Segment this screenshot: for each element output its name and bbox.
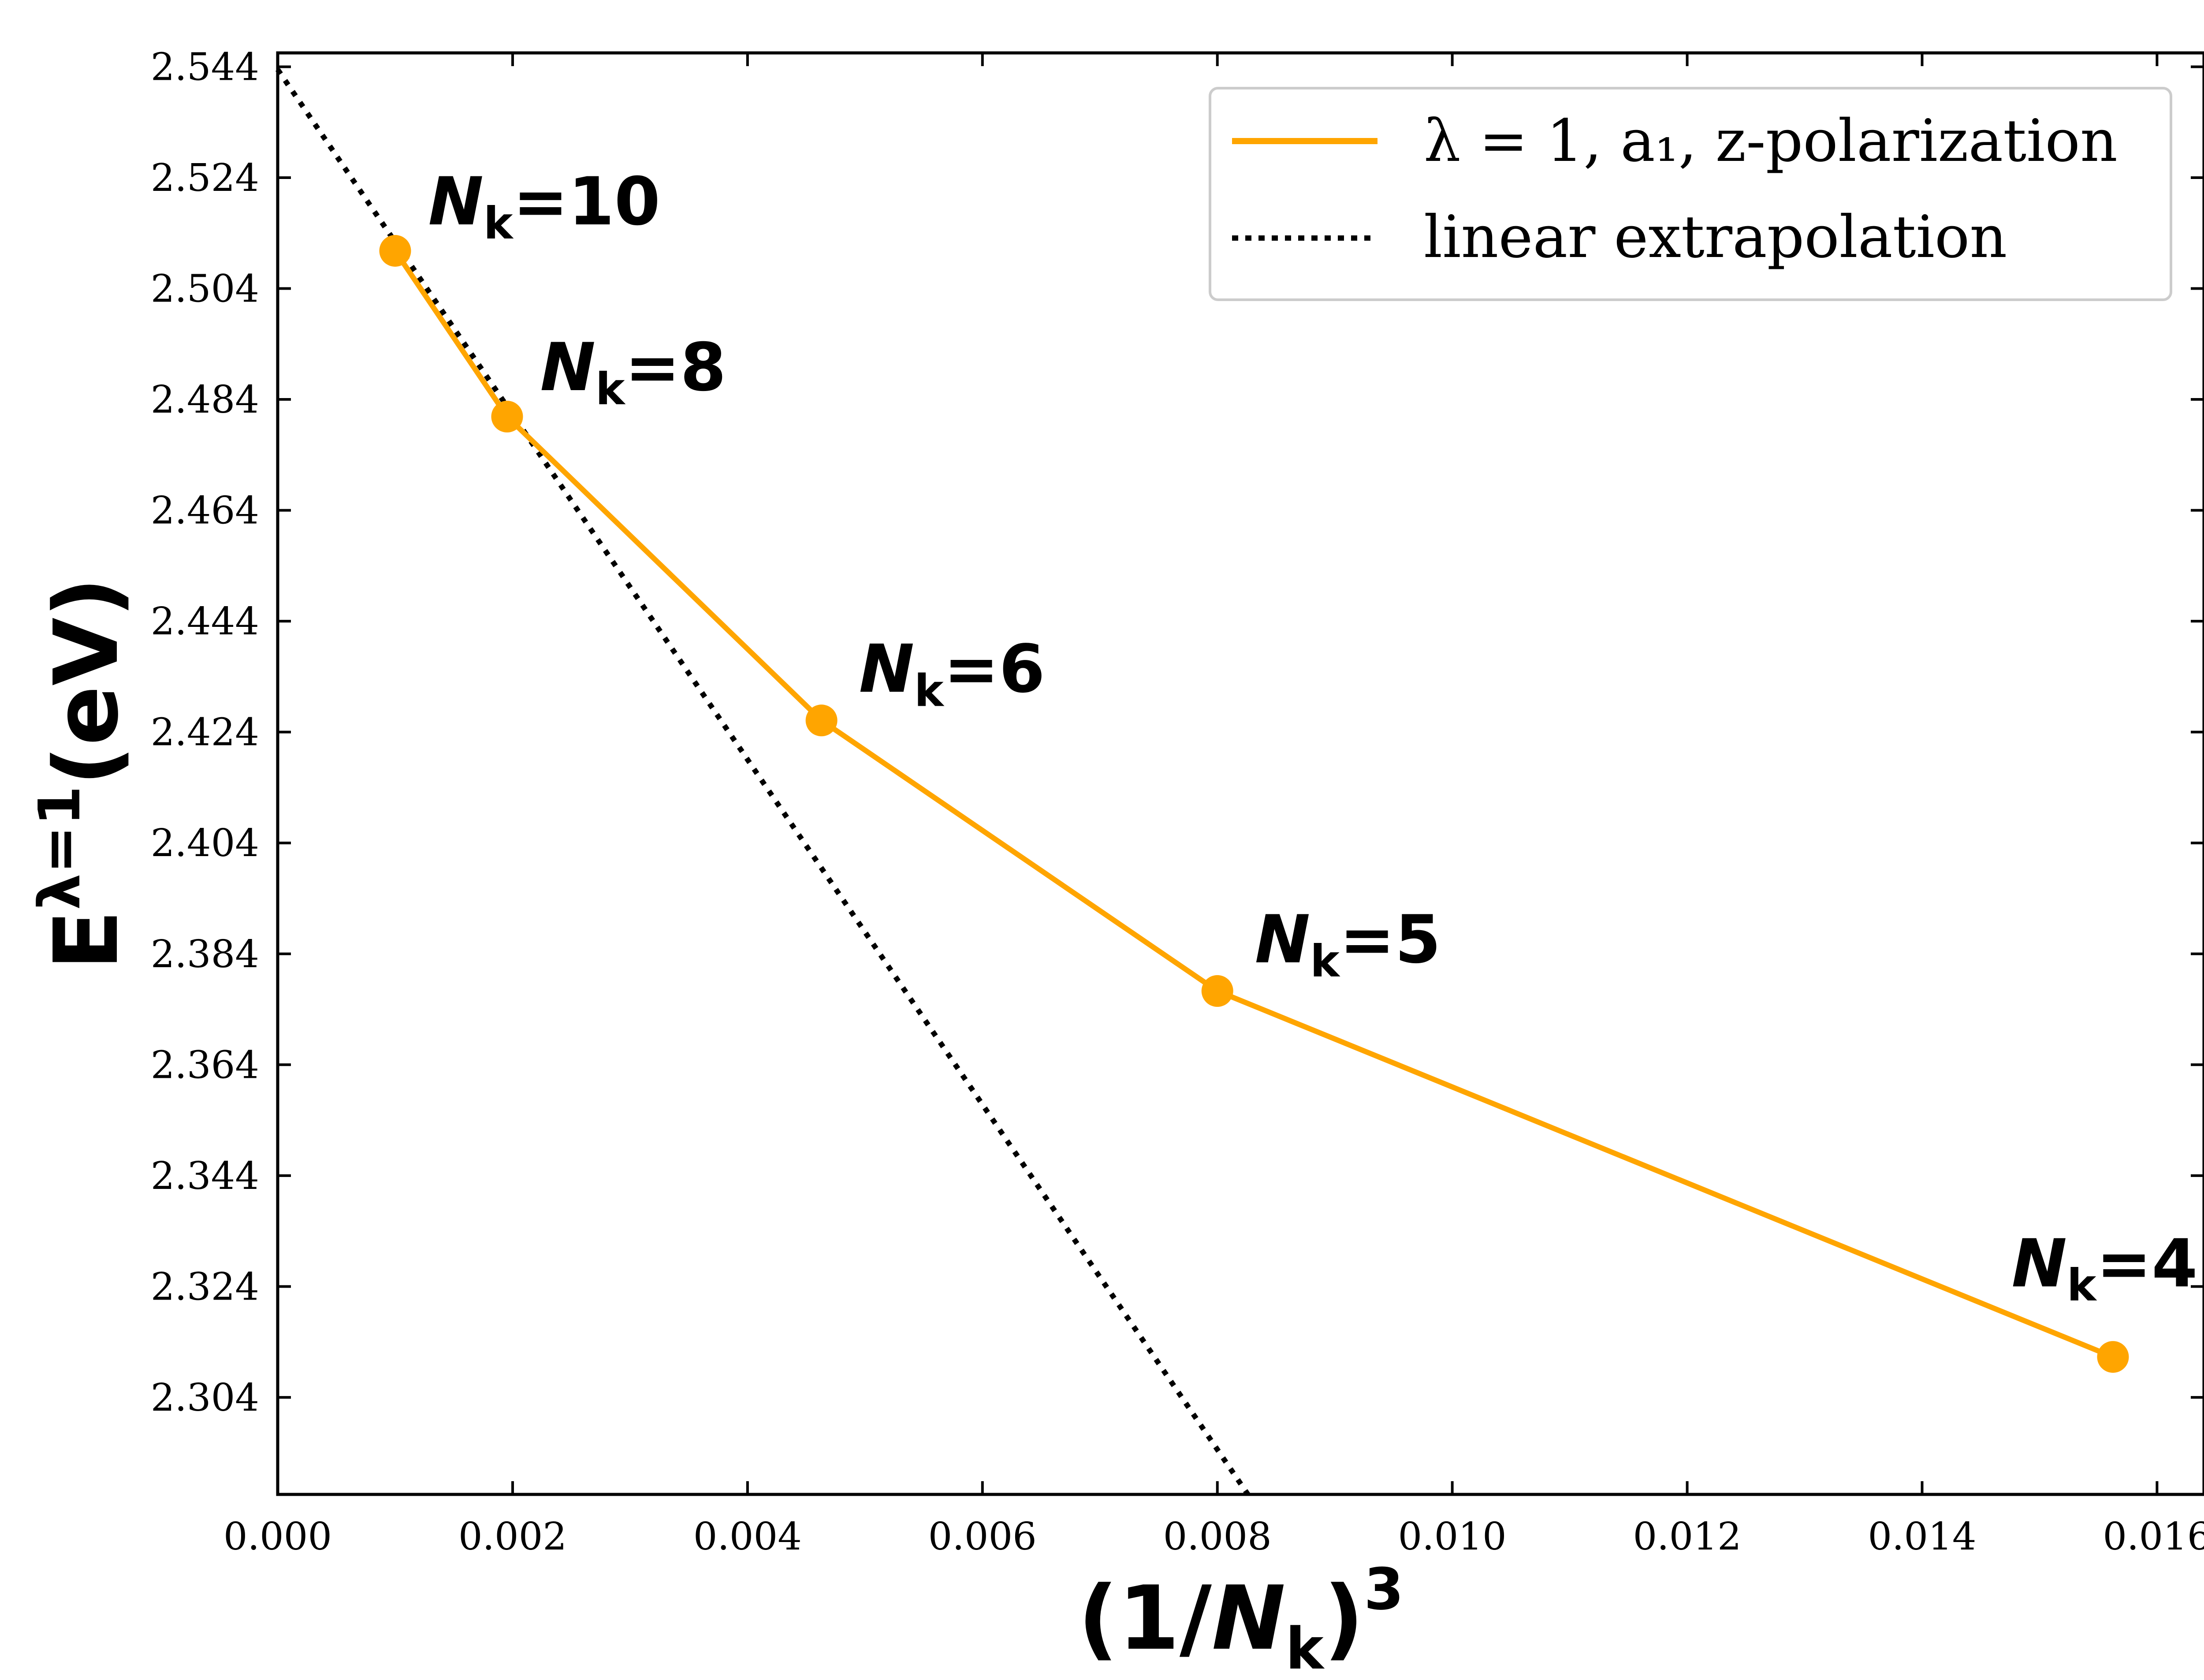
ticks-layer: 0.000 0.002 0.004 0.006 0.008 0.010 0.012 0.014… (151, 45, 2204, 1559)
legend-box (1209, 87, 2172, 301)
x-tick-label: 0.006 (928, 1515, 1037, 1559)
legend-label-series-0: λ = 1, a₁, z-polarization (1424, 107, 2118, 175)
x-tick-label: 0.012 (1633, 1515, 1741, 1559)
legend-label-series-1: linear extrapolation (1424, 203, 2007, 271)
y-tick-label: 2.344 (151, 1154, 259, 1198)
series-layer (276, 68, 2129, 1496)
data-point (1201, 975, 1233, 1007)
x-tick-label: 0.008 (1163, 1515, 1272, 1559)
y-tick-label: 2.384 (151, 932, 259, 976)
y-tick-label: 2.404 (151, 821, 259, 865)
y-tick-label: 2.324 (151, 1265, 259, 1309)
x-tick-label: 0.002 (458, 1515, 567, 1559)
x-axis-title: (1/Nk)3 (1078, 1556, 1404, 1680)
point-label: Nk=4 (2011, 1226, 2197, 1311)
y-tick-label: 2.504 (151, 267, 259, 311)
plot-frame (276, 51, 2204, 1496)
point-label: Nk=5 (1255, 901, 1441, 987)
y-tick-label: 2.424 (151, 711, 259, 755)
x-tick-label: 0.004 (693, 1515, 802, 1559)
y-tick-label: 2.524 (151, 156, 259, 200)
y-tick-label: 2.444 (151, 600, 259, 644)
data-point (2097, 1341, 2129, 1373)
data-point (379, 235, 411, 267)
x-tick-label: 0.016 (2103, 1515, 2204, 1559)
point-label: Nk=10 (428, 164, 660, 249)
point-label: Nk=8 (540, 329, 726, 415)
y-tick-label: 2.304 (151, 1376, 259, 1420)
y-tick-label: 2.464 (151, 489, 259, 533)
point-label: Nk=6 (859, 631, 1045, 716)
series-linear-extrapolation-line (276, 68, 1250, 1496)
y-tick-label: 2.364 (151, 1043, 259, 1087)
data-point (805, 704, 838, 737)
point-labels-layer: Nk=10 Nk=8 Nk=6 Nk=5 Nk=4 (428, 164, 2197, 1311)
x-tick-label: 0.010 (1398, 1515, 1507, 1559)
legend: λ = 1, a₁, z-polarization linear extrapo… (1209, 87, 2172, 301)
y-axis-title: Eλ=1(eV) (26, 577, 138, 970)
x-tick-label: 0.014 (1868, 1515, 1976, 1559)
y-tick-label: 2.484 (151, 378, 259, 422)
x-tick-label: 0.000 (223, 1515, 332, 1559)
data-point (491, 401, 523, 433)
y-tick-label: 2.544 (151, 45, 259, 89)
